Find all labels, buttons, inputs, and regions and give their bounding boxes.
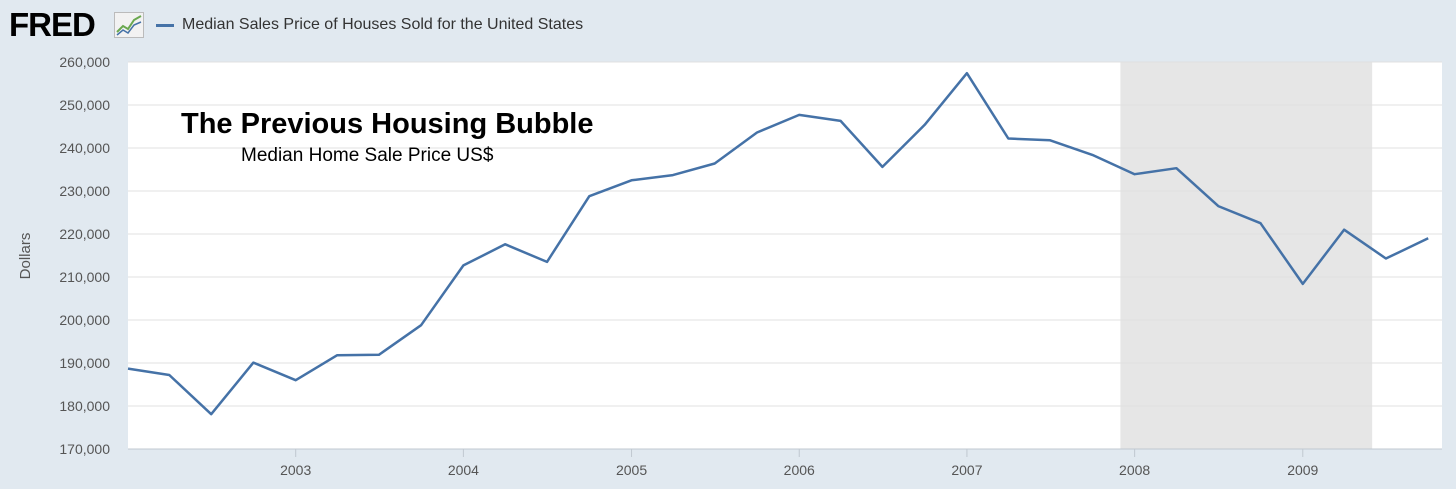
x-axis-ticks bbox=[295, 449, 1304, 457]
fred-logo[interactable]: FRED bbox=[9, 6, 96, 43]
y-axis-title: Dollars bbox=[17, 233, 34, 280]
x-tick-label: 2004 bbox=[448, 462, 479, 478]
y-tick-label: 260,000 bbox=[59, 54, 110, 70]
y-tick-label: 250,000 bbox=[59, 97, 110, 113]
y-tick-label: 210,000 bbox=[59, 269, 110, 285]
chart-header: FRED Median Sales Price of Houses Sold f… bbox=[0, 0, 1456, 52]
series-line[interactable] bbox=[127, 71, 1429, 416]
y-tick-label: 170,000 bbox=[59, 441, 110, 457]
legend-swatch bbox=[156, 23, 174, 27]
x-tick-label: 2009 bbox=[1287, 462, 1318, 478]
x-tick-label: 2007 bbox=[951, 462, 982, 478]
y-tick-label: 180,000 bbox=[59, 398, 110, 414]
y-axis-labels: 170,000 180,000 190,000 200,000 210,000 220,0… bbox=[59, 54, 110, 457]
x-tick-label: 2006 bbox=[784, 462, 815, 478]
line-chart-icon bbox=[114, 12, 144, 38]
y-tick-label: 220,000 bbox=[59, 226, 110, 242]
recession-shading bbox=[1120, 62, 1373, 449]
legend-label: Median Sales Price of Houses Sold for th… bbox=[182, 16, 584, 33]
x-tick-label: 2005 bbox=[616, 462, 647, 478]
y-tick-label: 190,000 bbox=[59, 355, 110, 371]
x-tick-label: 2008 bbox=[1119, 462, 1150, 478]
annotation-title: The Previous Housing Bubble bbox=[181, 108, 594, 140]
y-tick-label: 240,000 bbox=[59, 140, 110, 156]
y-tick-label: 230,000 bbox=[59, 183, 110, 199]
x-axis-labels: 2003 2004 2005 2006 2007 2008 2009 bbox=[280, 462, 1318, 478]
annotation-subtitle: Median Home Sale Price US$ bbox=[241, 145, 494, 166]
gridlines bbox=[128, 61, 1442, 450]
chart-legend[interactable]: Median Sales Price of Houses Sold for th… bbox=[156, 14, 583, 36]
x-tick-label: 2003 bbox=[280, 462, 311, 478]
y-tick-label: 200,000 bbox=[59, 312, 110, 328]
